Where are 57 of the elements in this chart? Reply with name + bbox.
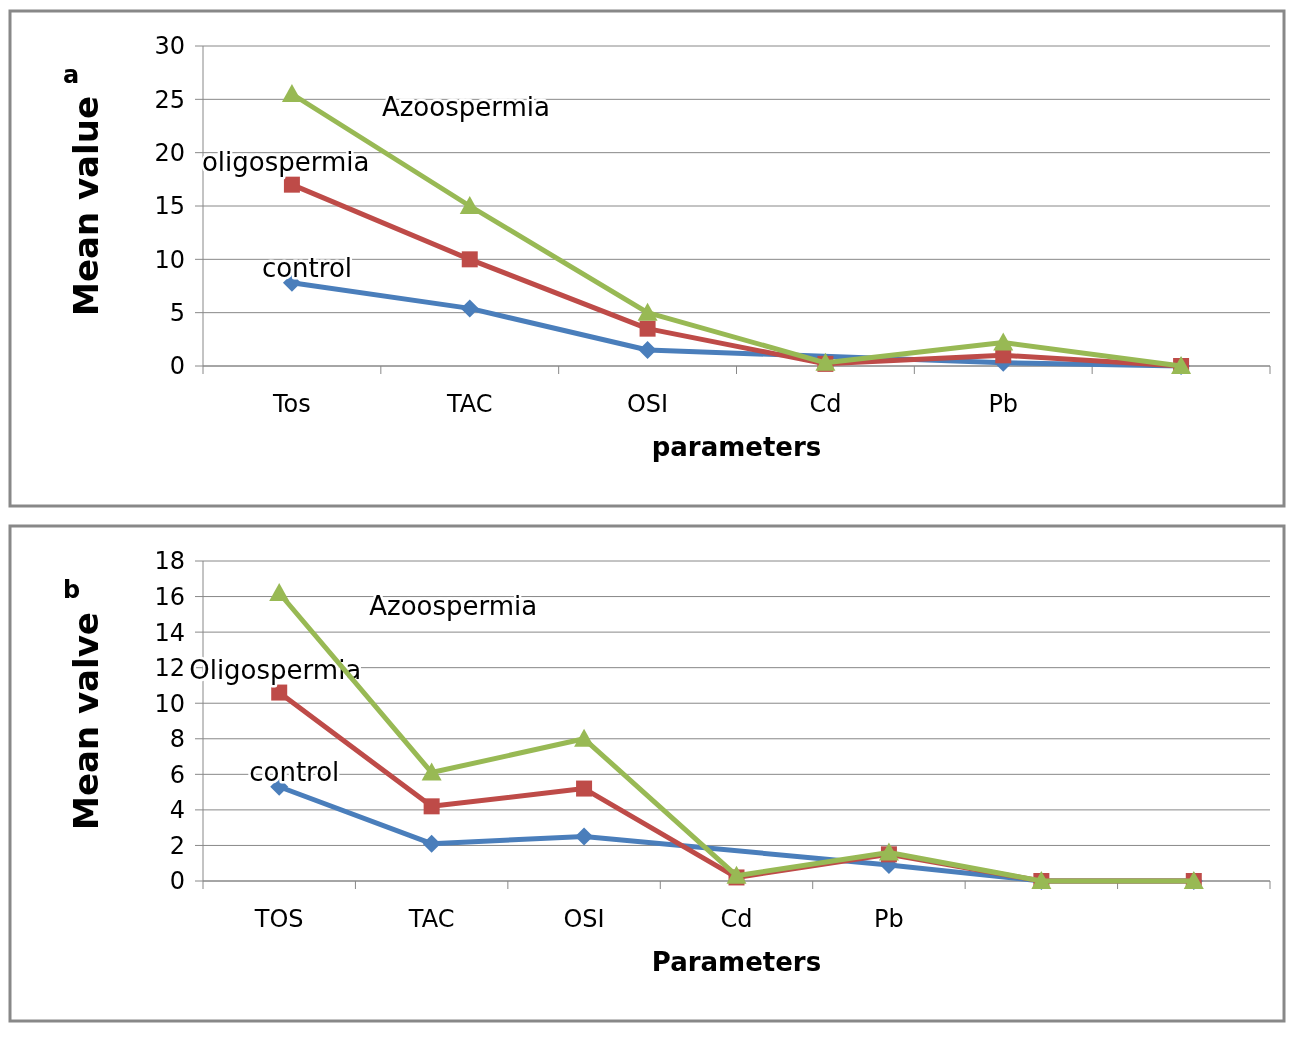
- point: [639, 320, 656, 337]
- point: [281, 84, 302, 102]
- point: [283, 176, 300, 193]
- x-axis-title: Parameters: [651, 947, 822, 977]
- x-tick-label: OSI: [563, 905, 605, 933]
- y-tick-label: 0: [169, 352, 185, 381]
- y-tick-label: 25: [154, 85, 185, 114]
- text: a: [63, 61, 80, 89]
- point: [637, 302, 658, 321]
- y-tick-label: 0: [169, 867, 185, 896]
- x-tick-label: TAC: [407, 905, 455, 933]
- y-axis-title: Mean valve: [66, 612, 106, 830]
- point: [638, 341, 657, 359]
- x-tick-label: TOS: [253, 905, 304, 933]
- point: [575, 827, 594, 846]
- y-tick-label: 12: [154, 654, 185, 683]
- point: [269, 583, 290, 601]
- point: [576, 780, 593, 797]
- series-label: control: [261, 252, 353, 283]
- y-tick-label: 10: [154, 689, 185, 718]
- y-tick-label: 6: [169, 760, 185, 789]
- y-axis-title: Mean value: [66, 96, 106, 316]
- y-tick-label: 8: [169, 725, 185, 754]
- y-tick-label: 20: [154, 139, 185, 168]
- series-label: oligospermia: [201, 146, 370, 177]
- series-label: Azoospermia: [369, 591, 538, 621]
- y-tick-label: 15: [154, 192, 185, 221]
- x-tick-label: Cd: [720, 905, 753, 933]
- point: [271, 684, 288, 701]
- y-tick-label: 30: [154, 32, 185, 61]
- y-tick-label: 18: [154, 547, 185, 576]
- y-tick-label: 14: [154, 618, 185, 647]
- point: [461, 251, 478, 268]
- x-tick-label: Tos: [272, 390, 311, 418]
- y-tick-label: 4: [169, 796, 185, 825]
- point: [574, 728, 595, 747]
- point: [459, 196, 480, 214]
- y-tick-label: 10: [154, 245, 185, 274]
- y-tick-label: 5: [169, 299, 185, 328]
- point: [993, 332, 1014, 351]
- x-tick-label: OSI: [626, 390, 669, 418]
- point: [460, 299, 479, 318]
- text: b: [63, 576, 81, 604]
- point: [878, 842, 899, 861]
- y-tick-label: 16: [154, 582, 185, 611]
- point: [421, 762, 442, 781]
- series-label: control: [249, 756, 340, 787]
- point: [423, 798, 440, 815]
- point: [726, 865, 747, 884]
- x-axis-title: parameters: [651, 432, 822, 462]
- x-tick-label: Cd: [809, 390, 842, 418]
- y-tick-label: 2: [169, 831, 185, 860]
- point: [422, 834, 441, 853]
- series-label: Azoospermia: [381, 92, 550, 122]
- x-tick-label: Pb: [874, 905, 904, 933]
- x-tick-label: TAC: [445, 390, 493, 418]
- x-tick-label: Pb: [988, 390, 1019, 418]
